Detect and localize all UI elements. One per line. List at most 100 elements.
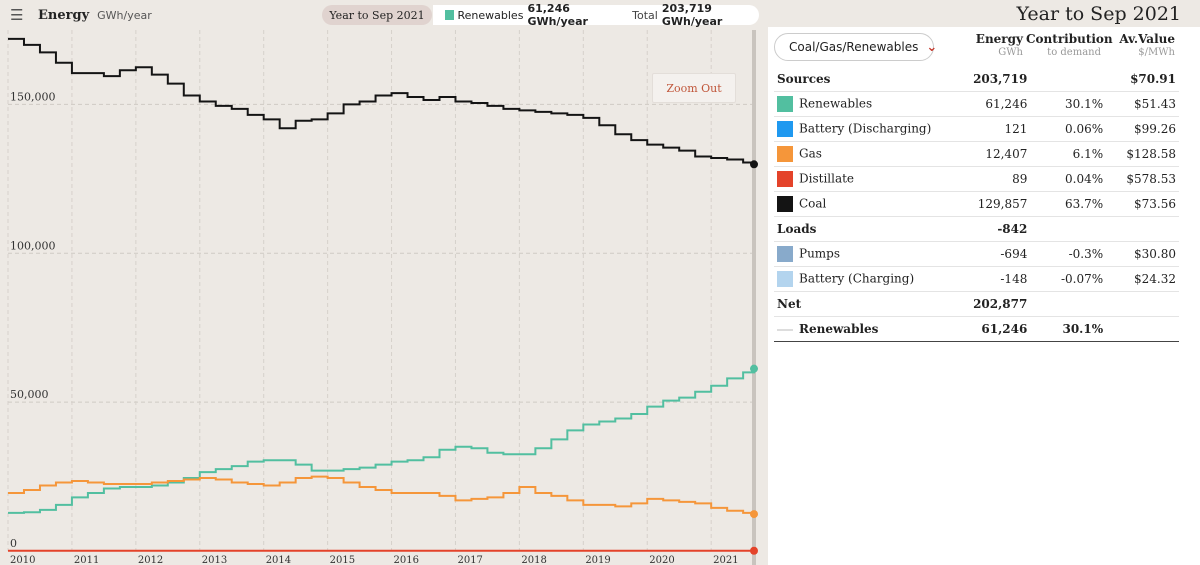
fuel-name: Distillate [799, 171, 855, 186]
fuel-color-swatch[interactable] [777, 146, 793, 162]
fuel-contribution: 0.06% [1030, 116, 1107, 142]
side-title: Year to Sep 2021 [1016, 3, 1181, 25]
fuel-energy: 121 [969, 116, 1031, 142]
fuel-energy: 61,246 [969, 91, 1031, 117]
y-tick-label: 100,000 [10, 239, 56, 252]
legend-series-name: Renewables [457, 8, 524, 22]
fuel-name: Renewables [799, 96, 873, 111]
renewables-swatch [445, 10, 454, 20]
fuel-color-swatch[interactable] [777, 121, 793, 137]
col-contribution: Contribution to demand [1026, 32, 1113, 59]
fuel-name: Gas [799, 146, 822, 161]
fuel-value: $30.80 [1106, 241, 1179, 267]
fuel-color-swatch[interactable] [777, 246, 793, 262]
legend-total-value: 203,719 GWh/year [661, 2, 723, 28]
fuel-contribution: 0.04% [1030, 166, 1107, 192]
fuel-value: $51.43 [1106, 91, 1179, 117]
renewables-series-line [8, 368, 755, 514]
loads-row: Loads -842 [774, 216, 1179, 242]
fuel-contribution: 63.7% [1030, 191, 1107, 217]
loads-energy: -842 [969, 216, 1031, 242]
fuel-contribution: -0.07% [1030, 266, 1107, 292]
energy-chart[interactable]: 0 50,000 100,000 150,000 2010 2011 2012 2013 201… [0, 30, 760, 565]
fuel-value: $128.58 [1106, 141, 1179, 167]
legend-series-value: 61,246 GWh/year [527, 2, 588, 28]
loads-contribution [1030, 216, 1107, 242]
group-select[interactable]: Coal/Gas/Renewables ⌄ [774, 33, 938, 61]
fuel-color-swatch[interactable] [777, 171, 793, 187]
y-tick-label: 50,000 [10, 388, 49, 401]
fuel-name-cell: Battery (Discharging) [774, 116, 970, 142]
fuel-energy: -694 [969, 241, 1031, 267]
sources-value: $70.91 [1106, 67, 1179, 92]
hamburger-menu-icon[interactable]: ☰ [10, 6, 24, 24]
fuel-color-swatch[interactable] [777, 96, 793, 112]
net-label: Net [774, 291, 970, 317]
fuel-color-swatch[interactable] [777, 271, 793, 287]
col-energy-unit: GWh [998, 47, 1023, 58]
sources-label: Sources [774, 67, 970, 92]
renewables-summary-label: Renewables [799, 322, 879, 336]
zoom-out-button[interactable]: Zoom Out [652, 73, 736, 103]
x-tick-label: 2011 [74, 555, 99, 565]
fuel-name: Pumps [799, 246, 841, 261]
fuel-row[interactable]: Battery (Discharging) 121 0.06% $99.26 [774, 116, 1179, 142]
fuel-name: Battery (Charging) [799, 271, 915, 286]
y-tick-label: 150,000 [10, 90, 56, 103]
col-contribution-sub: to demand [1047, 47, 1101, 58]
fuel-row[interactable]: Battery (Charging) -148 -0.07% $24.32 [774, 266, 1179, 292]
renewables-summary-energy: 61,246 [969, 316, 1031, 342]
fuel-name: Battery (Discharging) [799, 121, 932, 136]
x-tick-label: 2013 [202, 555, 227, 565]
net-contribution [1030, 291, 1107, 317]
x-tick-label: 2017 [457, 555, 482, 565]
coal-end-point [750, 160, 758, 169]
col-contribution-label: Contribution [1026, 32, 1113, 46]
fuel-value: $73.56 [1106, 191, 1179, 217]
fuel-row[interactable]: Coal 129,857 63.7% $73.56 [774, 191, 1179, 217]
col-value-unit: $/MWh [1138, 47, 1175, 58]
col-value: Av.Value $/MWh [1103, 33, 1175, 59]
sources-energy: 203,719 [969, 67, 1031, 92]
renewables-summary-row: Renewables 61,246 30.1% [774, 316, 1179, 342]
chevron-down-icon: ⌄ [926, 39, 938, 55]
hover-legend: Renewables 61,246 GWh/year Total 203,719… [433, 2, 759, 28]
x-tick-label: 2014 [266, 555, 291, 565]
fuel-name-cell: Distillate [774, 166, 970, 192]
x-tick-label: 2012 [138, 555, 163, 565]
net-row: Net 202,877 [774, 291, 1179, 317]
fuel-row[interactable]: Distillate 89 0.04% $578.53 [774, 166, 1179, 192]
fuel-energy: 12,407 [969, 141, 1031, 167]
fuel-contribution: -0.3% [1030, 241, 1107, 267]
fuel-row[interactable]: Gas 12,407 6.1% $128.58 [774, 141, 1179, 167]
summary-panel: Coal/Gas/Renewables ⌄ Energy GWh Contrib… [768, 27, 1200, 565]
loads-value [1106, 216, 1179, 242]
renewables-summary-value [1106, 316, 1179, 342]
fuel-row[interactable]: Renewables 61,246 30.1% $51.43 [774, 91, 1179, 117]
chart-svg[interactable]: 0 50,000 100,000 150,000 2010 2011 2012 2013 201… [0, 30, 760, 565]
fuel-contribution: 6.1% [1030, 141, 1107, 167]
period-pill[interactable]: Year to Sep 2021 [322, 5, 432, 25]
x-tick-label: 2016 [394, 555, 419, 565]
y-tick-label: 0 [10, 537, 17, 550]
x-tick-label: 2015 [330, 555, 355, 565]
x-tick-label: 2018 [521, 555, 546, 565]
fuel-name-cell: Pumps [774, 241, 970, 267]
renewables-end-point [750, 364, 758, 373]
fuel-name-cell: Battery (Charging) [774, 266, 970, 292]
legend-total-label: Total [632, 8, 658, 22]
col-energy-label: Energy [975, 32, 1023, 46]
loads-label: Loads [774, 216, 970, 242]
fuel-name: Coal [799, 196, 827, 211]
x-tick-label: 2019 [585, 555, 610, 565]
fuel-name-cell: Renewables [774, 91, 970, 117]
fuel-value: $99.26 [1106, 116, 1179, 142]
fuel-row[interactable]: Pumps -694 -0.3% $30.80 [774, 241, 1179, 267]
chart-title: Energy [38, 7, 90, 23]
fuel-value: $578.53 [1106, 166, 1179, 192]
x-tick-label: 2020 [649, 555, 674, 565]
sources-contribution [1030, 67, 1107, 92]
fuel-contribution: 30.1% [1030, 91, 1107, 117]
fuel-color-swatch[interactable] [777, 196, 793, 212]
fuel-value: $24.32 [1106, 266, 1179, 292]
